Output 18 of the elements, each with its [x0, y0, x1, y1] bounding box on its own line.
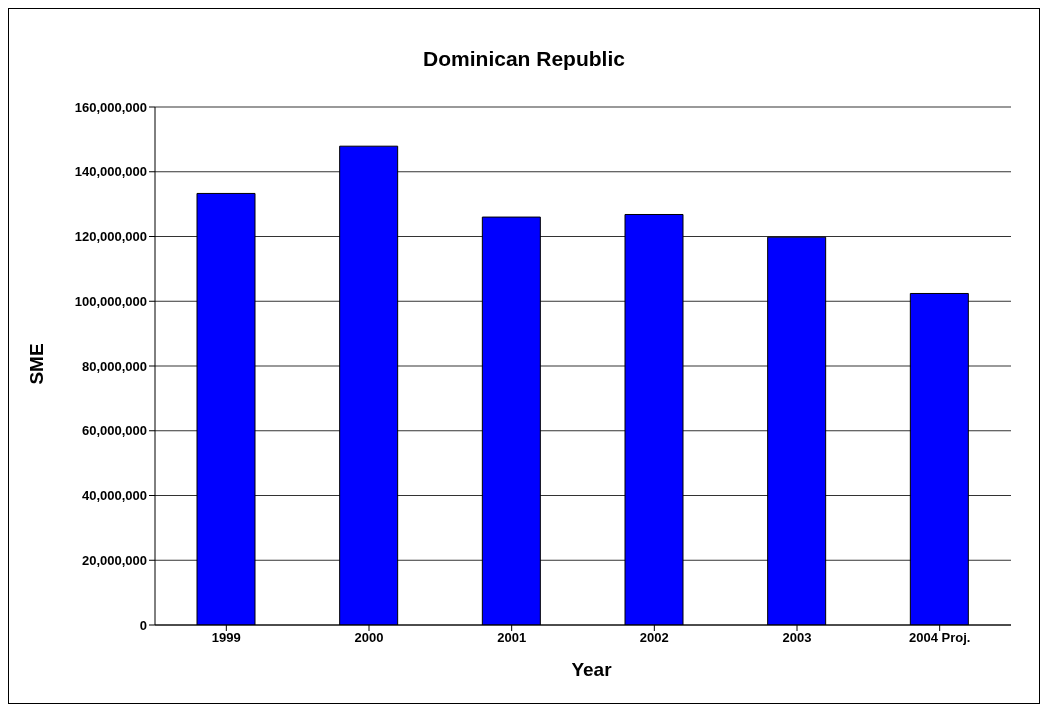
y-tick-label: 60,000,000	[81, 423, 147, 439]
y-tick-label: 20,000,000	[81, 552, 147, 568]
x-tick-label: 2002	[639, 630, 669, 646]
y-tick-label: 40,000,000	[81, 488, 147, 504]
y-tick-label: 100,000,000	[74, 293, 147, 309]
x-tick-label: 2001	[497, 630, 527, 646]
chart-title: Dominican Republic	[422, 47, 626, 71]
x-tick-label: 2000	[354, 630, 384, 646]
y-tick-label: 0	[139, 617, 147, 633]
x-tick-label: 1999	[211, 630, 241, 646]
y-tick-label: 160,000,000	[74, 99, 147, 115]
x-axis-title: Year	[570, 659, 613, 681]
y-tick-label: 120,000,000	[74, 229, 147, 245]
x-tick-label: 2004 Proj.	[908, 630, 971, 646]
y-tick-label: 80,000,000	[81, 358, 147, 374]
y-tick-label: 140,000,000	[74, 164, 147, 180]
x-tick-label: 2003	[782, 630, 812, 646]
y-axis-title: SME	[26, 343, 48, 385]
